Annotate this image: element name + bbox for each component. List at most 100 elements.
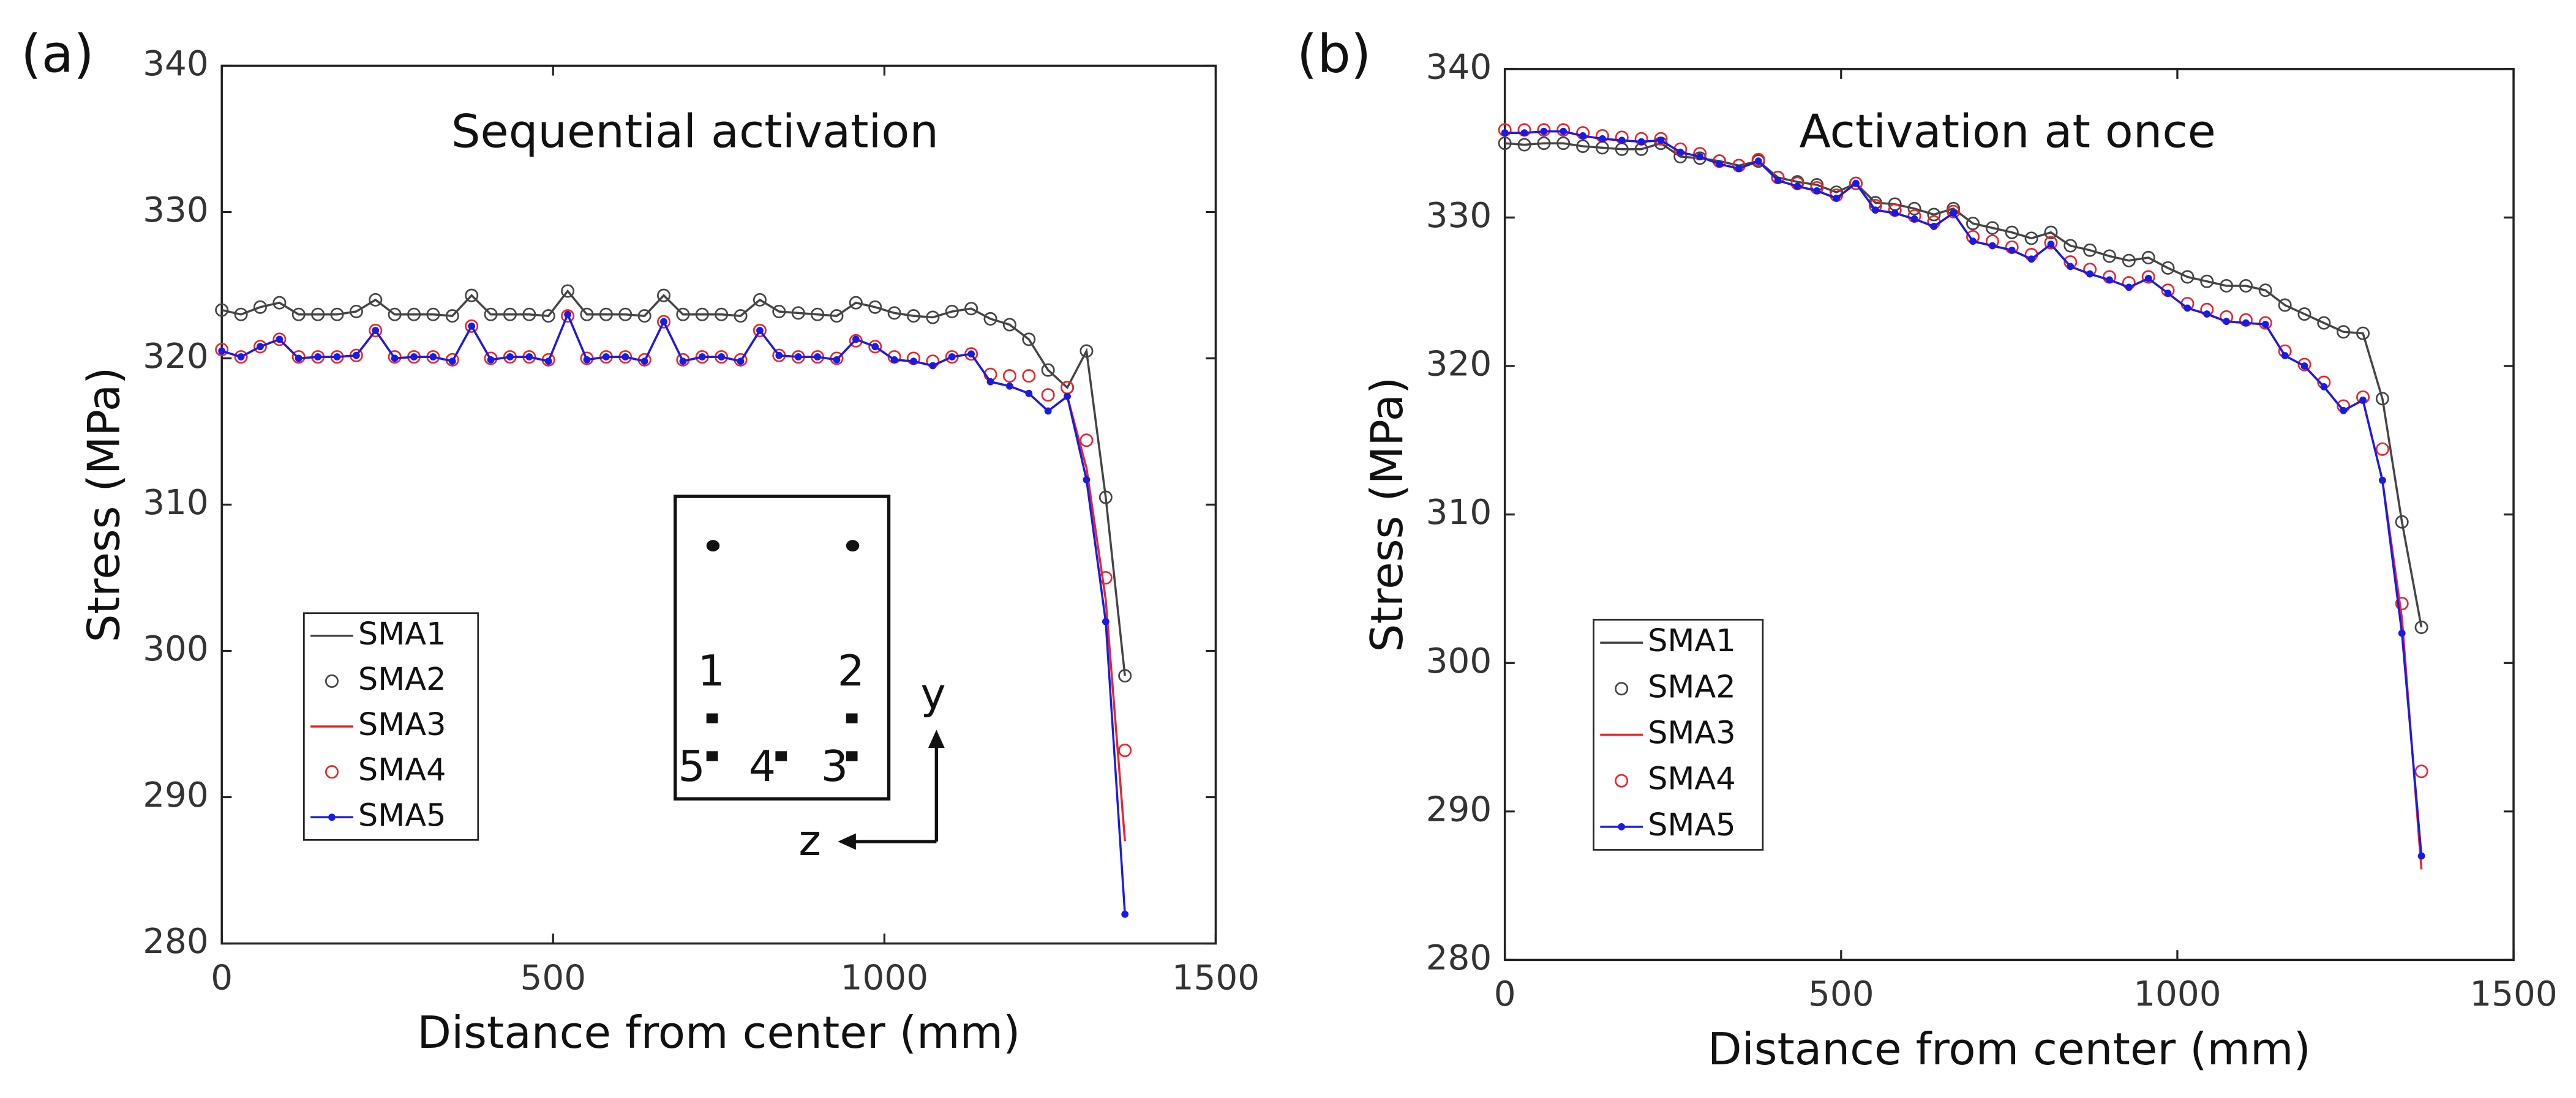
data-point	[253, 300, 267, 314]
data-point	[868, 340, 882, 354]
legend-label: SMA2	[1648, 669, 1736, 705]
data-point	[715, 307, 729, 321]
data-point	[2261, 321, 2269, 328]
data-point	[1098, 490, 1113, 504]
data-point	[676, 307, 690, 321]
data-point	[1849, 176, 1863, 190]
data-point	[1025, 389, 1033, 397]
data-point	[1080, 344, 1094, 358]
data-point	[1576, 139, 1590, 153]
data-point	[445, 309, 459, 323]
sma-dot	[706, 713, 718, 723]
data-point	[465, 319, 479, 333]
inset-label: 4	[749, 742, 776, 791]
legend-label: SMA5	[358, 797, 446, 834]
data-point	[2297, 357, 2311, 372]
legend-label: SMA2	[358, 662, 446, 698]
data-point	[929, 362, 937, 370]
data-point	[640, 357, 648, 365]
y-tick-label: 280	[1426, 938, 1492, 978]
chart-title: Sequential activation	[451, 105, 939, 159]
x-tick-label: 500	[1808, 974, 1874, 1014]
y-tick-label: 290	[143, 775, 209, 815]
data-point	[1852, 179, 1860, 187]
data-point	[794, 353, 802, 360]
data-point	[426, 307, 440, 321]
data-point	[986, 378, 994, 386]
data-point	[2203, 310, 2211, 318]
data-point	[1716, 160, 1723, 168]
data-point	[2086, 270, 2094, 278]
data-point	[945, 304, 959, 318]
legend-label: SMA3	[1648, 715, 1736, 751]
inset-label: 1	[698, 646, 725, 696]
data-point	[737, 357, 745, 365]
data-point	[660, 318, 667, 326]
y-tick-label: 310	[1426, 493, 1492, 532]
data-point	[2359, 396, 2367, 404]
data-point	[580, 307, 594, 321]
legend-label: SMA4	[1648, 761, 1736, 797]
data-point	[1891, 209, 1899, 217]
inset-label: 2	[838, 646, 865, 696]
data-point	[1041, 388, 1055, 402]
data-point	[1677, 148, 1684, 156]
data-point	[967, 350, 975, 358]
data-point	[2375, 442, 2389, 456]
data-point	[637, 309, 652, 323]
x-tick-label: 1500	[2469, 974, 2557, 1014]
data-point	[890, 356, 898, 364]
data-point	[333, 353, 341, 360]
sma-dot	[846, 713, 858, 723]
data-point	[2258, 283, 2272, 297]
y-tick-label: 290	[1426, 790, 1492, 829]
y-tick-label: 340	[1426, 47, 1492, 87]
data-point	[2239, 278, 2253, 293]
data-point	[1556, 123, 1571, 137]
data-point	[657, 315, 671, 329]
legend-label: SMA1	[1648, 623, 1736, 659]
data-point	[429, 353, 437, 360]
data-point	[1969, 237, 1977, 245]
sma-dot	[775, 751, 787, 761]
data-point	[1083, 476, 1091, 484]
data-point	[1080, 433, 1094, 447]
data-point	[948, 353, 956, 360]
data-point	[1002, 369, 1016, 383]
data-point	[1022, 369, 1036, 383]
y-tick-label: 300	[143, 629, 209, 669]
data-point	[2164, 289, 2172, 297]
data-point	[2414, 620, 2428, 634]
panel-label: (b)	[1297, 23, 1371, 84]
data-point	[2223, 318, 2230, 326]
data-point	[2398, 629, 2406, 637]
data-point	[1498, 136, 1512, 151]
data-point	[1793, 182, 1801, 190]
data-point	[887, 306, 901, 320]
y-tick-label: 300	[1426, 641, 1492, 681]
legend-swatch	[1618, 823, 1626, 831]
series-line	[221, 289, 1126, 676]
y-axis-label: Stress (MPa)	[78, 367, 130, 643]
data-point	[215, 343, 229, 357]
data-point	[257, 343, 264, 351]
inset-axis-label: y	[920, 670, 945, 719]
data-point	[1102, 618, 1110, 626]
data-point	[679, 357, 687, 365]
data-point	[983, 312, 997, 326]
data-point	[1696, 153, 1704, 160]
data-point	[218, 347, 226, 355]
data-point	[906, 309, 920, 323]
x-axis-label: Distance from center (mm)	[1708, 1024, 2311, 1075]
data-point	[352, 351, 360, 359]
data-point	[1871, 206, 1879, 214]
data-point	[583, 356, 591, 364]
legend-label: SMA3	[358, 707, 446, 743]
data-point	[1022, 332, 1036, 346]
data-point	[772, 304, 786, 318]
data-point	[964, 302, 978, 316]
data-point	[2337, 325, 2351, 339]
data-point	[1833, 194, 1841, 202]
